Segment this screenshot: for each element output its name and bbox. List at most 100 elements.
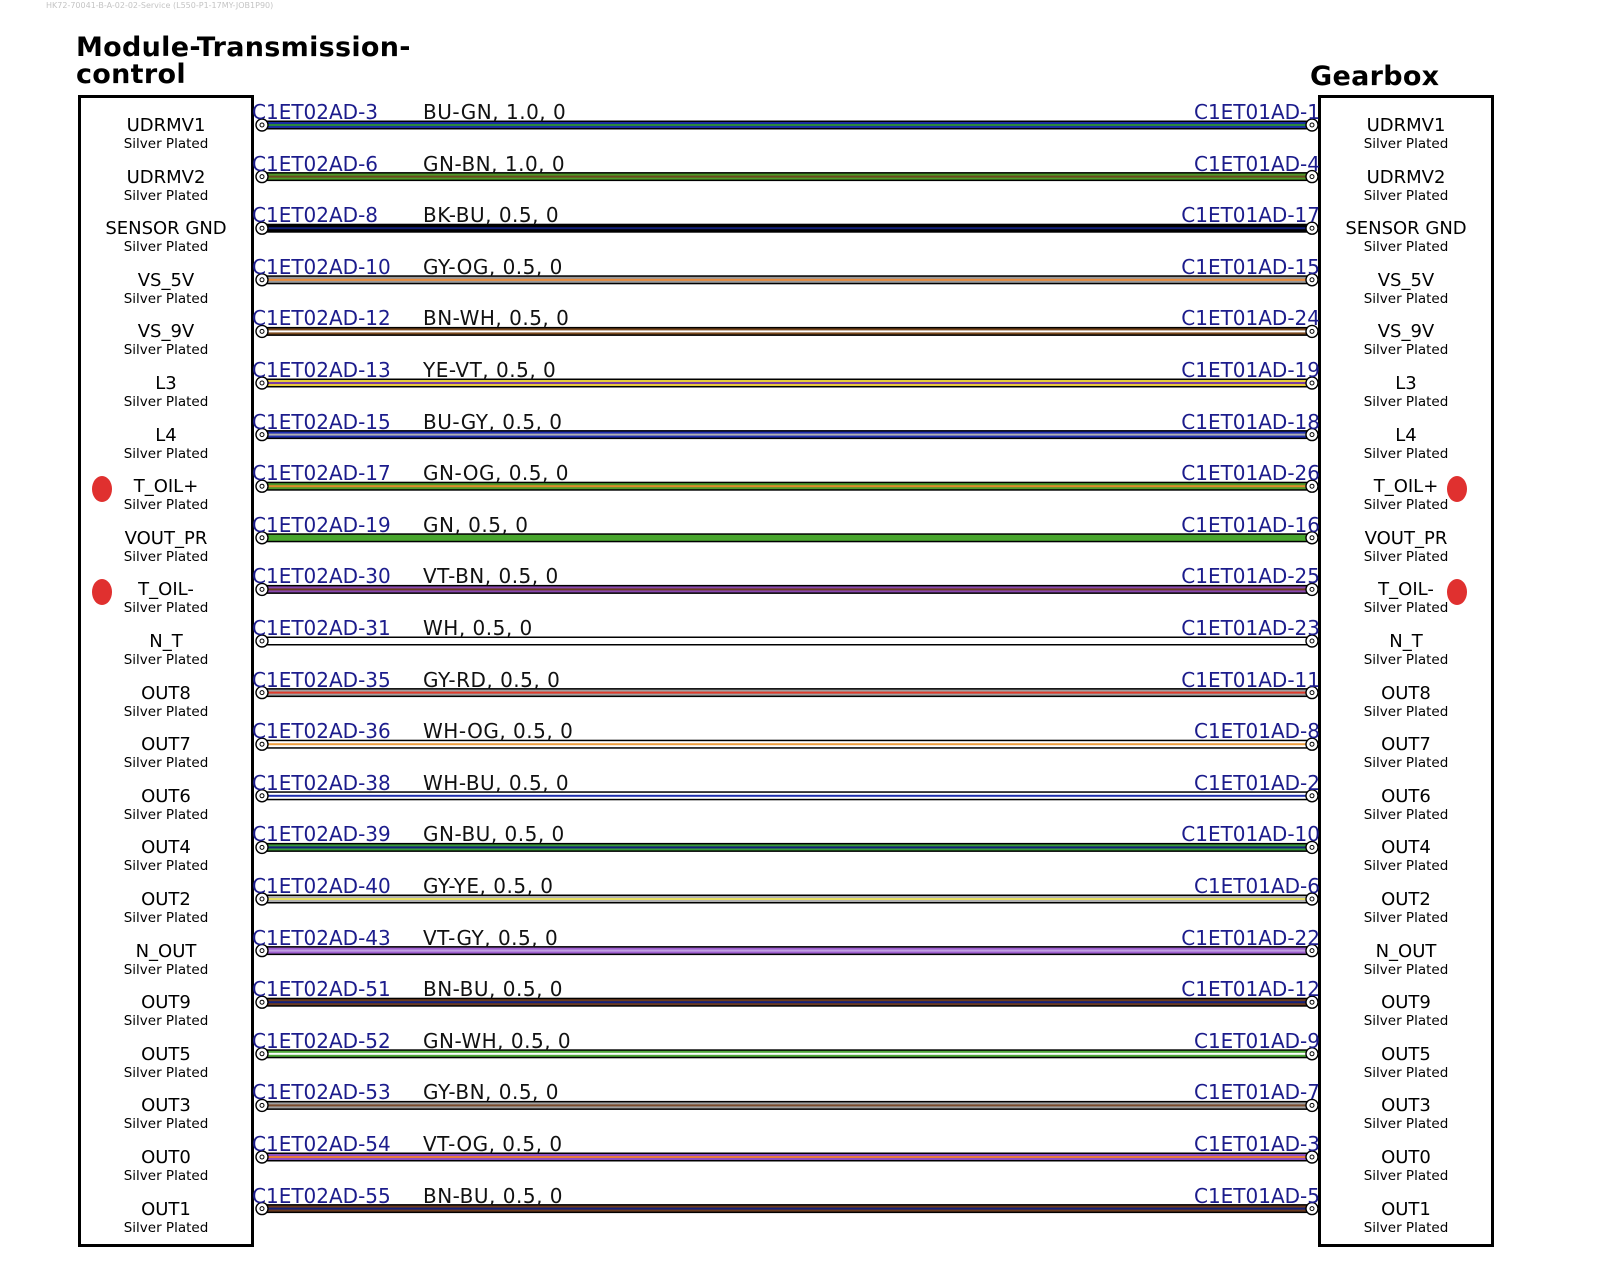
pin-plating: Silver Plated <box>123 910 209 926</box>
right-cavity-label: C1ET01AD-1 <box>1193 100 1320 124</box>
right-cavity-label: C1ET01AD-11 <box>1181 667 1320 692</box>
wire-stripe-color <box>262 433 1312 436</box>
right-terminal-dot <box>1309 483 1315 489</box>
pin-name: OUT5 <box>141 1043 191 1065</box>
pin-plating: Silver Plated <box>123 755 209 772</box>
pin-name: OUT3 <box>1381 1095 1431 1117</box>
pin-plating: Silver Plated <box>123 858 209 875</box>
pin-name: UDRMV1 <box>126 115 206 136</box>
wire-stripe-color <box>262 846 1312 849</box>
wire-stripe-color <box>262 1001 1312 1004</box>
pin-plating: Silver Plated <box>1363 1064 1449 1081</box>
right-pin: VOUT_PR Silver Plated <box>1318 528 1494 565</box>
left-cavity-label: C1ET02AD-8 <box>252 203 379 228</box>
pin-name: T_OIL- <box>1378 579 1434 601</box>
wire-stripe-color <box>262 1052 1312 1055</box>
right-cavity-label: C1ET01AD-25 <box>1181 564 1320 589</box>
wire <box>255 324 1319 339</box>
right-cavity-label: C1ET01AD-23 <box>1181 616 1320 640</box>
wire <box>255 169 1319 184</box>
pin-name: L3 <box>155 373 177 394</box>
left-cavity-label: C1ET02AD-19 <box>252 512 391 537</box>
wire-stripe-color <box>262 278 1312 281</box>
pin-name: L3 <box>1395 373 1417 394</box>
wire <box>255 1201 1319 1216</box>
pin-name: OUT5 <box>1381 1043 1431 1065</box>
left-pin: OUT8 Silver Plated <box>78 683 254 720</box>
pin-name: OUT1 <box>141 1198 191 1220</box>
wire-spec-label: VT-GY, 0.5, 0 <box>423 925 559 950</box>
right-pin: N_OUT Silver Plated <box>1318 940 1494 978</box>
wire-spec-label: BN-BU, 0.5, 0 <box>423 977 564 1002</box>
wire-stripe-color <box>262 227 1312 230</box>
right-terminal-dot <box>1309 793 1315 799</box>
pin-name: OUT6 <box>1381 785 1431 807</box>
pin-name: OUT9 <box>141 992 191 1014</box>
pin-plating: Silver Plated <box>123 497 209 514</box>
pin-plating: Silver Plated <box>123 290 209 307</box>
wire <box>255 427 1319 442</box>
pin-plating: Silver Plated <box>1363 1116 1449 1133</box>
left-terminal-dot <box>259 432 265 438</box>
right-cavity-label: C1ET01AD-3 <box>1193 1132 1320 1156</box>
right-cavity-label: C1ET01AD-5 <box>1193 1183 1320 1208</box>
right-pin: UDRMV2 Silver Plated <box>1318 167 1494 204</box>
pin-name: VS_9V <box>137 321 195 343</box>
pin-plating: Silver Plated <box>123 1013 209 1030</box>
right-pin: UDRMV1 Silver Plated <box>1318 116 1494 153</box>
right-pin: OUT3 Silver Plated <box>1318 1095 1494 1133</box>
left-cavity-label: C1ET02AD-15 <box>252 409 391 434</box>
wire <box>255 1047 1319 1061</box>
right-terminal-dot <box>1309 174 1315 180</box>
right-cavity-label: C1ET01AD-10 <box>1181 822 1320 847</box>
pin-plating: Silver Plated <box>1363 961 1449 978</box>
pin-name: UDRMV2 <box>126 166 206 188</box>
left-cavity-label: C1ET02AD-31 <box>252 616 391 640</box>
left-terminal-dot <box>259 793 265 799</box>
wire-spec-label: GY-OG, 0.5, 0 <box>423 254 563 279</box>
right-pin: SENSOR GND Silver Plated <box>1318 219 1494 256</box>
left-terminal-dot <box>259 999 265 1005</box>
wire-stripe-color <box>262 1104 1312 1107</box>
wire <box>255 995 1319 1009</box>
left-terminal-dot <box>259 380 265 386</box>
right-cavity-label: C1ET01AD-6 <box>1193 874 1320 898</box>
wire <box>255 376 1319 390</box>
pin-name: N_OUT <box>1375 940 1437 962</box>
left-terminal-dot <box>259 844 265 850</box>
wire-spec-label: YE-VT, 0.5, 0 <box>423 358 557 382</box>
pin-plating: Silver Plated <box>123 445 209 462</box>
pin-plating: Silver Plated <box>1363 394 1449 410</box>
right-pin: OUT0 Silver Plated <box>1318 1148 1494 1185</box>
left-cavity-label: C1ET02AD-30 <box>252 564 391 589</box>
left-cavity-label: C1ET02AD-40 <box>252 874 391 898</box>
left-cavity-label: C1ET02AD-35 <box>252 667 391 692</box>
left-terminal-dot <box>259 1206 265 1212</box>
pin-plating: Silver Plated <box>1363 755 1449 772</box>
right-pin: L4 Silver Plated <box>1318 425 1494 462</box>
wire-stripe-color <box>262 1156 1312 1158</box>
wire-stripe-color <box>262 898 1312 900</box>
pin-name: VS_5V <box>137 269 195 291</box>
pin-plating: Silver Plated <box>1363 1168 1449 1184</box>
wire-spec-label: GY-YE, 0.5, 0 <box>423 874 554 898</box>
right-cavity-label: C1ET01AD-9 <box>1193 1028 1320 1053</box>
right-terminal-dot <box>1309 535 1315 541</box>
left-pin: VS_5V Silver Plated <box>78 269 254 307</box>
right-terminal-dot <box>1309 1206 1315 1212</box>
pin-name: OUT8 <box>1381 682 1431 704</box>
pin-name: VS_5V <box>1377 269 1435 291</box>
right-pin: OUT4 Silver Plated <box>1318 838 1494 875</box>
left-terminal-dot <box>259 277 265 283</box>
left-cavity-label: C1ET02AD-10 <box>252 254 391 279</box>
pin-plating: Silver Plated <box>123 1064 209 1081</box>
pin-name: OUT4 <box>141 837 191 859</box>
right-cavity-label: C1ET01AD-17 <box>1181 203 1320 228</box>
wire-spec-label: GN, 0.5, 0 <box>423 512 529 537</box>
right-pin: OUT5 Silver Plated <box>1318 1043 1494 1081</box>
left-pin: OUT4 Silver Plated <box>78 837 254 875</box>
left-cavity-label: C1ET02AD-51 <box>252 977 391 1002</box>
right-pin: VS_9V Silver Plated <box>1318 322 1494 359</box>
left-terminal-dot <box>259 690 265 696</box>
pin-plating: Silver Plated <box>123 239 209 256</box>
